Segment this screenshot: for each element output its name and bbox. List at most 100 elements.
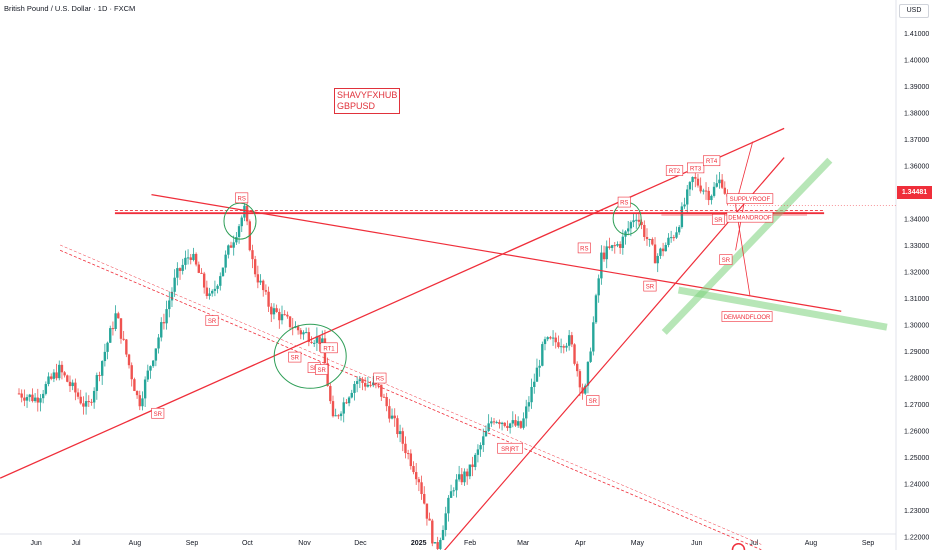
watermark-line2: GBPUSD bbox=[337, 101, 376, 111]
candle-body bbox=[541, 344, 544, 366]
candle-body bbox=[390, 415, 394, 419]
candle-body bbox=[696, 178, 700, 186]
currency-button[interactable]: USD bbox=[899, 4, 929, 18]
annotation-box bbox=[719, 254, 733, 265]
annotation-text: RS bbox=[620, 201, 628, 207]
candle-body bbox=[686, 189, 689, 205]
candle-body bbox=[605, 246, 608, 260]
green-zone-rising bbox=[661, 157, 833, 335]
candle-body bbox=[90, 401, 93, 403]
annotation-label: RT2 bbox=[665, 165, 684, 176]
candle-body bbox=[702, 190, 705, 192]
y-tick-label: 1.40000 bbox=[904, 58, 929, 65]
candle-body bbox=[256, 274, 260, 283]
y-tick-label: 1.31000 bbox=[904, 296, 929, 303]
candle-body bbox=[677, 227, 681, 233]
candle-body bbox=[468, 464, 472, 477]
annotation-text: RS bbox=[580, 246, 588, 252]
candle-body bbox=[68, 381, 72, 387]
annotation-label: RT4 bbox=[703, 155, 721, 167]
candle-body bbox=[712, 186, 716, 196]
candle-body bbox=[55, 372, 58, 379]
candle-body bbox=[648, 239, 651, 241]
candle-body bbox=[592, 322, 595, 352]
annotation-label: SR bbox=[643, 280, 657, 292]
candle-body bbox=[329, 386, 332, 402]
candle-body bbox=[559, 346, 563, 348]
candle-body bbox=[546, 337, 549, 340]
annotation-box bbox=[726, 193, 774, 204]
y-tick-label: 1.37000 bbox=[904, 137, 929, 144]
candle-body bbox=[353, 383, 356, 393]
x-tick-label: Sep bbox=[186, 540, 199, 547]
candle-body bbox=[707, 190, 710, 201]
candle-body bbox=[60, 364, 64, 373]
candle-body bbox=[549, 337, 552, 339]
annotation-label: SR bbox=[288, 351, 302, 363]
candle-body bbox=[125, 339, 128, 355]
candle-body bbox=[127, 354, 131, 366]
candle-body bbox=[337, 415, 340, 417]
annotation-label: SR|RT bbox=[497, 442, 523, 454]
x-tick-label: Jul bbox=[72, 540, 81, 547]
candle-body bbox=[522, 418, 525, 428]
annotation-text: DEMANDROOF bbox=[728, 216, 772, 222]
candle-body bbox=[74, 382, 77, 393]
candle-body bbox=[253, 259, 257, 275]
candle-body bbox=[675, 232, 678, 238]
candle-body bbox=[683, 204, 686, 207]
candle-body bbox=[664, 245, 667, 252]
candle-body bbox=[527, 402, 531, 407]
candle-body bbox=[465, 471, 469, 477]
candle-body bbox=[264, 290, 268, 292]
candle-body bbox=[275, 308, 278, 312]
candle-body bbox=[154, 348, 158, 361]
x-tick-label: Jul bbox=[749, 540, 758, 547]
candle-body bbox=[229, 245, 233, 248]
candle-body bbox=[310, 341, 313, 343]
candle-body bbox=[315, 336, 319, 343]
y-tick-label: 1.33000 bbox=[904, 243, 929, 250]
annotation-label: RS bbox=[577, 242, 591, 254]
candle-body bbox=[92, 390, 96, 403]
candle-body bbox=[47, 376, 50, 385]
candle-body bbox=[213, 288, 217, 291]
candle-body bbox=[723, 187, 727, 194]
candle-body bbox=[586, 361, 590, 386]
candle-body bbox=[503, 422, 506, 426]
annotation-label: RS bbox=[373, 372, 387, 384]
candle-body bbox=[482, 436, 485, 446]
annotation-text: SR|RT bbox=[501, 447, 519, 453]
y-tick-label: 1.23000 bbox=[904, 508, 929, 515]
candle-body bbox=[95, 375, 99, 391]
candle-body bbox=[669, 237, 673, 239]
candle-body bbox=[41, 393, 45, 399]
candle-body bbox=[151, 360, 155, 367]
candle-body bbox=[58, 364, 61, 379]
candle-body bbox=[189, 257, 192, 260]
candle-body bbox=[146, 370, 150, 380]
stamp-icon bbox=[731, 543, 746, 550]
candle-body bbox=[672, 237, 676, 239]
candle-body bbox=[82, 403, 85, 407]
candle-body bbox=[23, 397, 26, 401]
candle-body bbox=[570, 335, 574, 345]
candle-body bbox=[476, 449, 480, 455]
candle-body bbox=[543, 339, 547, 345]
annotation-box bbox=[497, 442, 523, 454]
annotation-text: SR bbox=[722, 258, 731, 264]
candle-body bbox=[361, 379, 364, 383]
candle-body bbox=[533, 381, 536, 387]
candle-body bbox=[565, 345, 568, 348]
candle-body bbox=[76, 392, 80, 397]
candle-body bbox=[613, 245, 616, 247]
green-circle bbox=[273, 323, 347, 389]
candle-body bbox=[211, 290, 214, 294]
candle-body bbox=[492, 421, 496, 423]
y-tick-label: 1.26000 bbox=[904, 429, 929, 436]
candle-body bbox=[111, 328, 115, 330]
annotation-label: DEMANDROOF bbox=[726, 211, 774, 223]
candle-body bbox=[71, 382, 74, 387]
